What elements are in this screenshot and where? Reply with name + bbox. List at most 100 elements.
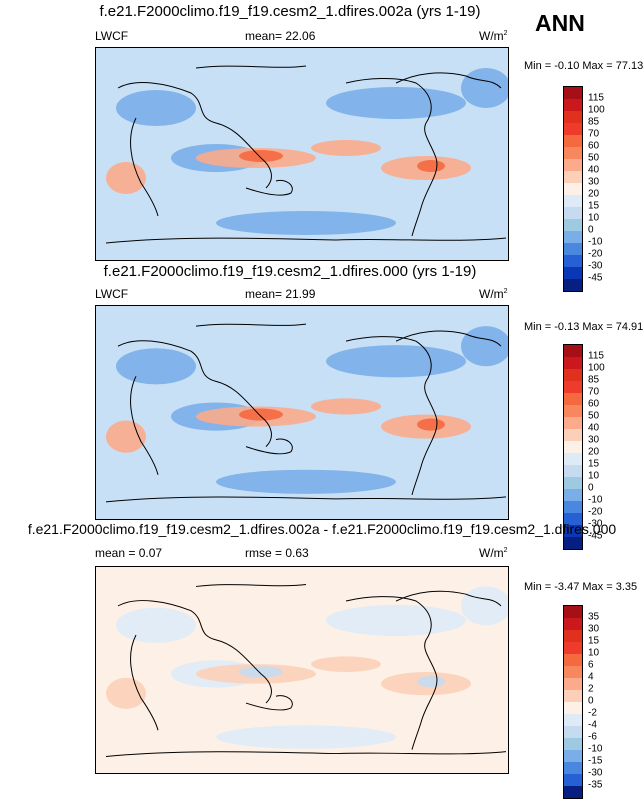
colorbar-tick-label: -45 [588,530,603,542]
variable-label: LWCF [95,29,129,43]
colorbar-tick-label: 60 [588,398,600,410]
contour-region [311,140,381,156]
colorbar-swatch [564,525,582,537]
colorbar-tick-label: 70 [588,128,600,140]
colorbar-swatch [564,630,582,642]
colorbar-tick-label: 0 [588,695,594,707]
colorbar-swatch [564,381,582,393]
colorbar-tick-label: 0 [588,224,594,236]
contour-region [239,666,283,678]
mean-label: mean = 0.07 [95,546,163,560]
variable-label: LWCF [95,287,129,301]
contour-region [116,607,196,643]
colorbar-swatch [564,606,582,618]
colorbar-tick-label: 115 [588,350,604,362]
colorbar-swatch [564,123,582,135]
colorbar-tick-label: 30 [588,434,600,446]
colorbar [563,344,583,550]
colorbar-tick-label: -45 [588,272,603,284]
panel-title: f.e21.F2000climo.f19_f19.cesm2_1.dfires.… [103,263,477,280]
coastline [245,438,293,455]
coastline [130,117,159,217]
colorbar-tick-label: 6 [588,659,594,671]
colorbar-swatch [564,690,582,702]
coastline [130,376,159,475]
coastline [105,751,507,757]
colorbar-swatch [564,513,582,525]
coastline [345,596,438,750]
colorbar-tick-label: 10 [588,470,600,482]
colorbar-tick-label: 85 [588,116,600,128]
colorbar-swatch [564,195,582,207]
colorbar-tick-label: 20 [588,188,600,200]
contour-region [116,348,196,385]
colorbar-tick-label: -30 [588,518,603,530]
contour-region [326,87,466,119]
contour-region [311,398,381,415]
colorbar-swatch [564,345,582,357]
colorbar-swatch [564,537,582,549]
min-max-label: Min = -0.13 Max = 74.91 [524,321,644,333]
coastline [130,634,159,731]
colorbar-tick-label: -6 [588,731,597,743]
coastline [395,330,502,347]
colorbar-swatch [564,714,582,726]
colorbar-tick-label: -10 [588,494,603,506]
colorbar-tick-label: 0 [588,482,594,494]
colorbar-tick-label: 50 [588,152,600,164]
mean-label: mean= 21.99 [245,287,316,301]
contour-region [116,90,196,126]
colorbar-swatch [564,762,582,774]
season-label: ANN [535,10,585,36]
colorbar-swatch [564,702,582,714]
colorbar-swatch [564,654,582,666]
coastline [195,584,307,587]
colorbar-tick-label: -35 [588,779,603,791]
map-panel [95,47,509,261]
colorbar-swatch [564,477,582,489]
colorbar-swatch [564,159,582,171]
coastline [245,695,293,711]
coastline [245,179,293,196]
colorbar-swatch [564,786,582,798]
colorbar-swatch [564,207,582,219]
colorbar-tick-label: -30 [588,260,603,272]
colorbar-swatch [564,219,582,231]
colorbar-swatch [564,255,582,267]
colorbar [563,86,583,292]
colorbar-tick-label: 10 [588,212,600,224]
coastline [395,72,502,89]
colorbar-tick-label: 35 [588,611,600,623]
coastline [345,336,438,496]
colorbar-tick-label: 30 [588,176,600,188]
colorbar-swatch [564,405,582,417]
colorbar-swatch [564,453,582,465]
colorbar-tick-label: 100 [588,104,605,116]
colorbar-tick-label: 85 [588,374,600,386]
colorbar-tick-label: 50 [588,410,600,422]
colorbar-swatch [564,642,582,654]
coastline [195,65,307,69]
colorbar-tick-label: 2 [588,683,594,695]
panel-title: f.e21.F2000climo.f19_f19.cesm2_1.dfires.… [99,3,481,20]
colorbar-swatch [564,678,582,690]
colorbar-swatch [564,618,582,630]
coastline [395,590,502,607]
contour-region [106,677,146,709]
unit-label: W/m2 [479,546,508,560]
colorbar-tick-label: -20 [588,506,603,518]
colorbar-swatch [564,393,582,405]
map-panel [95,305,509,520]
colorbar [563,605,583,799]
coastline [117,340,272,448]
contour-region [417,160,445,172]
colorbar-swatch [564,111,582,123]
coastline [117,82,272,189]
colorbar-tick-label: 20 [588,446,600,458]
colorbar-swatch [564,726,582,738]
colorbar-swatch [564,429,582,441]
colorbar-swatch [564,465,582,477]
colorbar-tick-label: 15 [588,458,600,470]
contour-region [326,345,466,378]
contour-region [216,725,396,749]
